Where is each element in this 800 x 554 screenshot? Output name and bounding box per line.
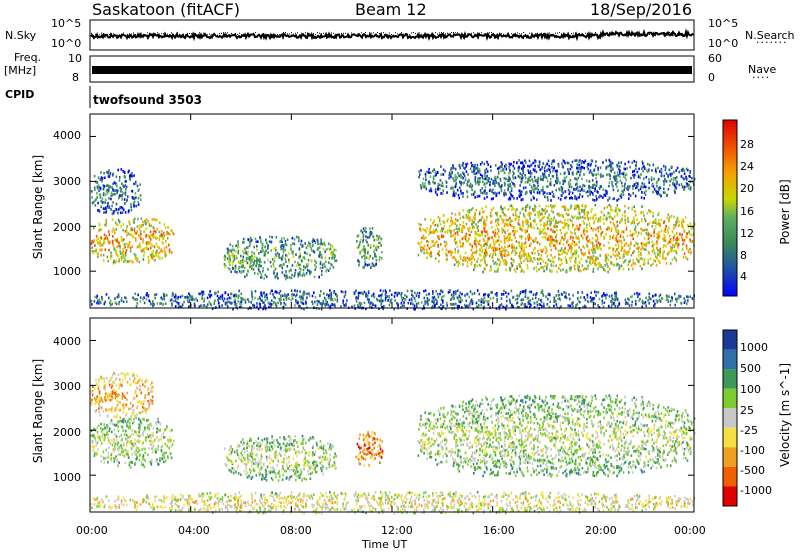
nsearch-tick-bottom: 10^0 bbox=[708, 37, 739, 50]
velocity-colorbar-block bbox=[723, 486, 737, 506]
freq-tick-top: 10 bbox=[68, 52, 82, 65]
velocity-panel bbox=[89, 317, 696, 515]
velocity-colorbar-frame bbox=[722, 329, 738, 507]
cpid-value: twofsound 3503 bbox=[93, 93, 202, 107]
xtick-1600: 16:00 bbox=[483, 524, 515, 537]
beam-title: Beam 12 bbox=[355, 0, 427, 19]
power-scatter bbox=[90, 158, 696, 311]
velocity-colorbar-block bbox=[723, 369, 737, 389]
xtick-1200: 12:00 bbox=[381, 524, 413, 537]
velocity-cbar-tick-m500: -500 bbox=[740, 464, 765, 477]
power-cbar-tick-20: 20 bbox=[740, 182, 754, 195]
nsky-tick-top: 10^5 bbox=[51, 17, 82, 30]
power-frame bbox=[89, 113, 695, 309]
nsearch-label: N.Search bbox=[745, 29, 795, 42]
freq-unit: [MHz] bbox=[4, 64, 37, 77]
velocity-cbar-label: Velocity [m s^-1] bbox=[778, 362, 792, 468]
power-ylabel: Slant Range [km] bbox=[31, 154, 45, 260]
nsky-tick-bottom: 10^0 bbox=[51, 37, 82, 50]
velocity-cbar-tick-100: 100 bbox=[740, 383, 761, 396]
velocity-colorbar-block bbox=[723, 388, 737, 409]
velocity-cbar-tick-500: 500 bbox=[740, 362, 761, 375]
power-cbar-tick-4: 4 bbox=[740, 270, 747, 283]
xtick-0400: 04:00 bbox=[178, 524, 210, 537]
power-panel bbox=[89, 113, 696, 311]
nave-tick-bottom: 0 bbox=[708, 71, 715, 84]
nave-key-dots: ···· bbox=[752, 71, 770, 84]
freq-tick-bottom: 8 bbox=[72, 71, 79, 84]
nave-tick-top: 60 bbox=[708, 52, 722, 65]
velocity-ytick-1000: 1000 bbox=[53, 471, 81, 484]
velocity-ytick-2000: 2000 bbox=[53, 426, 81, 439]
velocity-colorbar-block bbox=[723, 330, 737, 350]
velocity-cbar-tick-m1000: -1000 bbox=[740, 484, 772, 497]
velocity-frame bbox=[89, 317, 695, 513]
freq-label: Freq. bbox=[14, 51, 42, 64]
nsearch-tick-top: 10^5 bbox=[708, 17, 739, 30]
velocity-colorbar-block bbox=[723, 408, 737, 428]
velocity-colorbar-block bbox=[723, 447, 737, 467]
velocity-colorbar-block bbox=[723, 427, 737, 448]
power-colorbar bbox=[722, 119, 738, 297]
xtick-2000: 20:00 bbox=[585, 524, 617, 537]
velocity-ytick-4000: 4000 bbox=[53, 335, 81, 348]
velocity-ylabel: Slant Range [km] bbox=[31, 358, 45, 464]
xtick-0000: 00:00 bbox=[76, 524, 108, 537]
date-title: 18/Sep/2016 bbox=[590, 0, 693, 19]
power-ytick-1000: 1000 bbox=[53, 265, 81, 278]
freq-band bbox=[92, 66, 692, 74]
velocity-cbar-tick-m100: -100 bbox=[740, 444, 765, 457]
freq-frame bbox=[89, 55, 695, 83]
xtick-2400: 00:00 bbox=[674, 524, 706, 537]
power-cbar-label: Power [dB] bbox=[778, 179, 792, 245]
power-ytick-3000: 3000 bbox=[53, 175, 81, 188]
nsearch-trace bbox=[91, 32, 694, 36]
power-ytick-4000: 4000 bbox=[53, 129, 81, 142]
station-title: Saskatoon (fitACF) bbox=[92, 0, 241, 19]
nave-label: Nave bbox=[748, 63, 777, 76]
power-ytick-2000: 2000 bbox=[53, 221, 81, 234]
velocity-cbar-tick-25: 25 bbox=[740, 404, 754, 417]
velocity-scatter bbox=[90, 372, 696, 515]
power-cbar-tick-12: 12 bbox=[740, 227, 754, 240]
velocity-cbar-tick-m25: -25 bbox=[740, 424, 758, 437]
power-cbar-tick-24: 24 bbox=[740, 160, 754, 173]
xtick-0800: 08:00 bbox=[280, 524, 312, 537]
velocity-colorbar-block bbox=[723, 466, 737, 487]
nsearch-key-dots: ······· bbox=[756, 36, 788, 49]
xlabel: Time UT bbox=[362, 538, 408, 551]
velocity-colorbar-block bbox=[723, 349, 737, 370]
power-cbar-tick-16: 16 bbox=[740, 205, 754, 218]
nsky-trace bbox=[90, 28, 694, 42]
nsky-label: N.Sky bbox=[5, 29, 37, 42]
power-cbar-tick-8: 8 bbox=[740, 249, 747, 262]
power-cbar-tick-28: 28 bbox=[740, 138, 754, 151]
velocity-cbar-tick-1000: 1000 bbox=[740, 341, 768, 354]
cpid-label: CPID bbox=[5, 88, 35, 101]
velocity-ytick-3000: 3000 bbox=[53, 380, 81, 393]
